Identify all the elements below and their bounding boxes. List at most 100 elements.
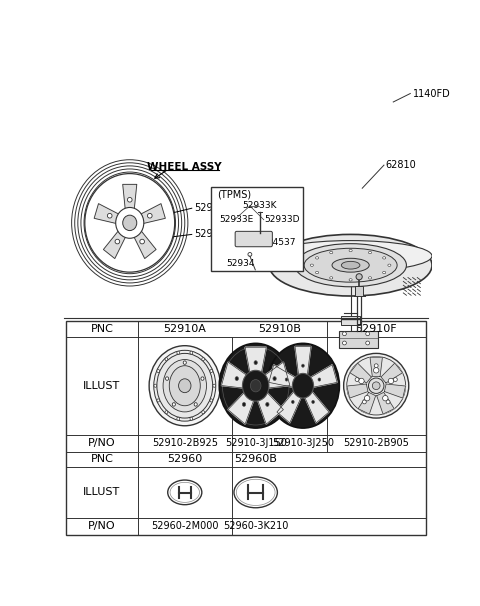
Ellipse shape bbox=[157, 399, 159, 402]
Circle shape bbox=[366, 341, 370, 345]
Ellipse shape bbox=[332, 258, 369, 272]
Ellipse shape bbox=[154, 384, 156, 387]
Circle shape bbox=[343, 341, 347, 345]
Ellipse shape bbox=[291, 401, 294, 404]
Ellipse shape bbox=[179, 379, 191, 393]
Polygon shape bbox=[277, 389, 302, 423]
Ellipse shape bbox=[341, 261, 360, 269]
Ellipse shape bbox=[201, 377, 204, 381]
Polygon shape bbox=[103, 229, 127, 259]
Ellipse shape bbox=[273, 377, 276, 381]
Ellipse shape bbox=[157, 370, 159, 373]
Circle shape bbox=[343, 332, 347, 336]
Circle shape bbox=[108, 213, 112, 218]
Text: 24537: 24537 bbox=[267, 238, 295, 247]
Text: 52910-2B925: 52910-2B925 bbox=[152, 438, 218, 448]
Text: 52910A: 52910A bbox=[163, 324, 206, 334]
Ellipse shape bbox=[242, 402, 246, 407]
Ellipse shape bbox=[169, 365, 200, 406]
Polygon shape bbox=[228, 391, 254, 424]
Bar bbox=[355, 286, 363, 296]
Ellipse shape bbox=[369, 251, 372, 254]
Circle shape bbox=[127, 198, 132, 202]
Text: (TPMS): (TPMS) bbox=[217, 190, 252, 199]
Circle shape bbox=[366, 332, 370, 336]
Bar bbox=[339, 331, 378, 348]
Polygon shape bbox=[381, 363, 403, 383]
Polygon shape bbox=[139, 204, 165, 224]
Ellipse shape bbox=[177, 417, 180, 421]
Text: 52933: 52933 bbox=[194, 203, 225, 213]
Ellipse shape bbox=[194, 402, 197, 406]
Circle shape bbox=[388, 378, 394, 384]
Polygon shape bbox=[295, 347, 311, 378]
Ellipse shape bbox=[349, 250, 352, 251]
Circle shape bbox=[115, 239, 120, 244]
Ellipse shape bbox=[269, 241, 432, 271]
Circle shape bbox=[364, 396, 370, 401]
Polygon shape bbox=[358, 392, 376, 414]
Ellipse shape bbox=[172, 402, 175, 406]
Ellipse shape bbox=[311, 264, 313, 267]
Polygon shape bbox=[269, 365, 298, 388]
Ellipse shape bbox=[254, 361, 257, 365]
Ellipse shape bbox=[123, 215, 137, 230]
Polygon shape bbox=[245, 347, 266, 375]
Ellipse shape bbox=[269, 235, 432, 296]
Ellipse shape bbox=[304, 248, 397, 282]
Text: P/NO: P/NO bbox=[88, 438, 116, 448]
Ellipse shape bbox=[168, 480, 202, 505]
Text: WHEEL ASSY: WHEEL ASSY bbox=[147, 162, 221, 171]
Ellipse shape bbox=[349, 279, 352, 281]
Ellipse shape bbox=[235, 377, 239, 381]
Bar bbox=[66, 321, 426, 534]
Text: 62810: 62810 bbox=[385, 160, 416, 170]
Polygon shape bbox=[123, 184, 137, 212]
Ellipse shape bbox=[165, 358, 168, 361]
Text: ILLUST: ILLUST bbox=[83, 487, 120, 498]
Polygon shape bbox=[384, 384, 406, 398]
Text: PNC: PNC bbox=[90, 324, 113, 334]
Ellipse shape bbox=[383, 271, 386, 274]
Text: 52950: 52950 bbox=[194, 230, 225, 239]
Ellipse shape bbox=[295, 244, 407, 287]
Text: 52960B: 52960B bbox=[234, 454, 277, 464]
Ellipse shape bbox=[266, 402, 269, 407]
Polygon shape bbox=[263, 362, 290, 388]
Circle shape bbox=[356, 274, 362, 280]
Ellipse shape bbox=[315, 271, 319, 274]
Ellipse shape bbox=[157, 353, 213, 418]
Ellipse shape bbox=[177, 351, 180, 355]
Polygon shape bbox=[308, 365, 337, 388]
Text: 52933K: 52933K bbox=[242, 201, 276, 210]
Circle shape bbox=[147, 213, 152, 218]
Ellipse shape bbox=[347, 356, 406, 415]
Text: 52933E: 52933E bbox=[219, 215, 253, 224]
Circle shape bbox=[369, 378, 384, 393]
Polygon shape bbox=[132, 229, 156, 259]
Circle shape bbox=[362, 400, 366, 404]
Ellipse shape bbox=[213, 384, 216, 387]
Circle shape bbox=[359, 378, 364, 384]
Text: 52910B: 52910B bbox=[258, 324, 301, 334]
Ellipse shape bbox=[190, 351, 192, 355]
Ellipse shape bbox=[266, 344, 339, 428]
Ellipse shape bbox=[330, 277, 333, 279]
Ellipse shape bbox=[318, 378, 321, 381]
Bar bbox=[211, 187, 302, 271]
Text: 52910-2B905: 52910-2B905 bbox=[343, 438, 409, 448]
Text: 52910-3J250: 52910-3J250 bbox=[272, 438, 334, 448]
Polygon shape bbox=[350, 363, 372, 383]
Ellipse shape bbox=[190, 417, 192, 421]
Polygon shape bbox=[304, 389, 329, 423]
FancyBboxPatch shape bbox=[235, 231, 272, 247]
Ellipse shape bbox=[251, 379, 261, 392]
Text: P/NO: P/NO bbox=[88, 521, 116, 531]
Text: PNC: PNC bbox=[90, 454, 113, 464]
Text: 52960-3K210: 52960-3K210 bbox=[223, 521, 288, 531]
Text: 1140FD: 1140FD bbox=[413, 88, 450, 99]
Text: 52934: 52934 bbox=[227, 259, 255, 268]
Ellipse shape bbox=[210, 370, 213, 373]
Ellipse shape bbox=[301, 364, 304, 367]
Ellipse shape bbox=[154, 350, 216, 421]
